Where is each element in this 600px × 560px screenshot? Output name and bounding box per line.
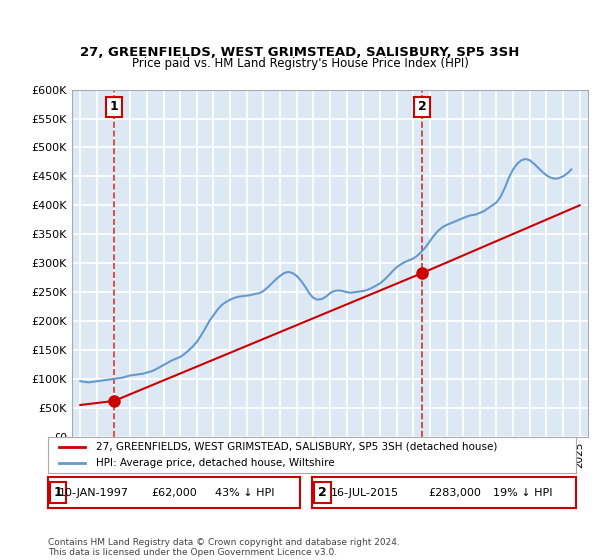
Text: Contains HM Land Registry data © Crown copyright and database right 2024.
This d: Contains HM Land Registry data © Crown c… <box>48 538 400 557</box>
Text: 27, GREENFIELDS, WEST GRIMSTEAD, SALISBURY, SP5 3SH (detached house): 27, GREENFIELDS, WEST GRIMSTEAD, SALISBU… <box>95 442 497 452</box>
Text: 1: 1 <box>54 486 62 499</box>
Text: 43% ↓ HPI: 43% ↓ HPI <box>215 488 274 497</box>
Text: Price paid vs. HM Land Registry's House Price Index (HPI): Price paid vs. HM Land Registry's House … <box>131 57 469 70</box>
Text: £283,000: £283,000 <box>428 488 481 497</box>
Text: 16-JUL-2015: 16-JUL-2015 <box>331 488 399 497</box>
Text: 2: 2 <box>318 486 327 499</box>
Text: 10-JAN-1997: 10-JAN-1997 <box>58 488 128 497</box>
Text: 2: 2 <box>418 100 427 114</box>
Text: 19% ↓ HPI: 19% ↓ HPI <box>493 488 553 497</box>
Text: £62,000: £62,000 <box>151 488 197 497</box>
Text: HPI: Average price, detached house, Wiltshire: HPI: Average price, detached house, Wilt… <box>95 458 334 468</box>
Text: 1: 1 <box>110 100 118 114</box>
Text: 27, GREENFIELDS, WEST GRIMSTEAD, SALISBURY, SP5 3SH: 27, GREENFIELDS, WEST GRIMSTEAD, SALISBU… <box>80 46 520 59</box>
